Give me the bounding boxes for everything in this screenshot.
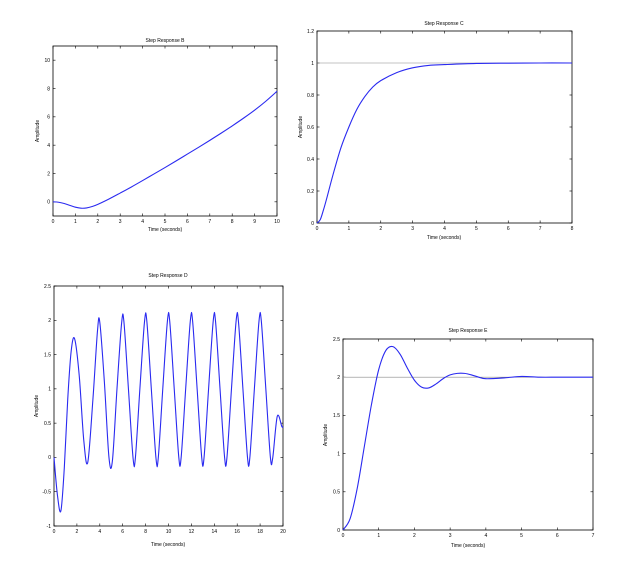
chart-step-response-e: Step Response E Time (seconds) Amplitude… [323,328,595,549]
x-tick-label: 7 [539,226,542,232]
plot-frame [342,338,594,531]
x-tick-label: 18 [257,529,263,535]
x-tick-label: 3 [119,219,122,225]
x-tick-label: 16 [234,529,240,535]
x-tick-label: 10 [166,529,172,535]
x-tick-label: 5 [164,219,167,225]
y-tick-label: 1 [48,387,51,393]
y-tick-label: 0.6 [307,125,314,131]
plot-frame [316,30,573,224]
y-tick-label: 0.5 [44,421,51,427]
x-tick-label: 8 [231,219,234,225]
chart-title: Step Response E [449,328,489,334]
x-tick-label: 2 [413,533,416,539]
chart-title: Step Response D [148,273,188,279]
y-axis-label: Amplitude [35,120,41,142]
x-tick-label: 1 [347,226,350,232]
chart-step-response-c: Step Response C Time (seconds) Amplitude… [298,21,574,241]
x-tick-label: 10 [274,219,280,225]
x-tick-label: 5 [520,533,523,539]
x-tick-label: 7 [208,219,211,225]
x-tick-label: 0 [53,529,56,535]
chart-title: Step Response B [146,38,186,44]
x-tick-label: 4 [443,226,446,232]
y-tick-label: 0.5 [333,490,340,496]
x-axis-label: Time (seconds) [427,235,462,241]
x-tick-label: 4 [141,219,144,225]
y-tick-label: 1 [337,451,340,457]
y-tick-label: 2.5 [44,284,51,290]
x-tick-label: 2 [379,226,382,232]
chart-title: Step Response C [424,21,464,27]
y-tick-label: 1.5 [333,413,340,419]
y-tick-label: 10 [44,58,50,64]
y-tick-label: 4 [47,143,50,149]
y-tick-label: 1 [311,61,314,67]
series-line [342,345,593,531]
y-tick-label: -1 [47,524,52,530]
y-tick-label: 0 [337,528,340,534]
x-tick-label: 9 [253,219,256,225]
series-line [53,311,284,513]
y-axis-label: Amplitude [323,424,329,446]
x-tick-label: 3 [411,226,414,232]
y-tick-label: 0.4 [307,157,314,163]
plot-frame [52,45,278,217]
y-tick-label: 0.8 [307,93,314,99]
y-tick-label: 2.5 [333,337,340,343]
x-tick-label: 8 [144,529,147,535]
x-axis-label: Time (seconds) [148,227,183,233]
series-line [316,62,573,224]
x-tick-label: 8 [571,226,574,232]
x-tick-label: 14 [212,529,218,535]
x-tick-label: 2 [96,219,99,225]
x-tick-label: 20 [280,529,286,535]
y-tick-label: 0 [48,455,51,461]
y-tick-label: 2 [48,318,51,324]
y-tick-label: 6 [47,115,50,121]
y-tick-label: -0.5 [42,490,51,496]
x-tick-label: 2 [76,529,79,535]
y-tick-label: 0.2 [307,189,314,195]
y-tick-label: 1.2 [307,29,314,35]
x-tick-label: 6 [507,226,510,232]
x-tick-label: 1 [377,533,380,539]
x-tick-label: 0 [52,219,55,225]
x-tick-label: 12 [189,529,195,535]
x-tick-label: 6 [556,533,559,539]
chart-step-response-b: Step Response B Time (seconds) Amplitude… [35,38,280,233]
x-tick-label: 1 [74,219,77,225]
y-tick-label: 0 [47,200,50,206]
chart-step-response-d: Step Response D Time (seconds) Amplitude… [34,273,286,548]
y-tick-label: 1.5 [44,352,51,358]
x-tick-label: 7 [592,533,595,539]
x-tick-label: 6 [186,219,189,225]
y-tick-label: 2 [47,171,50,177]
x-tick-label: 0 [316,226,319,232]
y-axis-label: Amplitude [298,116,304,138]
x-axis-label: Time (seconds) [451,543,486,549]
x-axis-label: Time (seconds) [151,542,186,548]
y-tick-label: 8 [47,86,50,92]
y-tick-label: 0 [311,221,314,227]
x-tick-label: 0 [342,533,345,539]
y-tick-label: 2 [337,375,340,381]
x-tick-label: 4 [98,529,101,535]
x-tick-label: 3 [449,533,452,539]
x-tick-label: 4 [484,533,487,539]
y-axis-label: Amplitude [34,395,40,417]
x-tick-label: 6 [121,529,124,535]
plot-frame [53,285,284,527]
series-line [52,90,278,209]
x-tick-label: 5 [475,226,478,232]
